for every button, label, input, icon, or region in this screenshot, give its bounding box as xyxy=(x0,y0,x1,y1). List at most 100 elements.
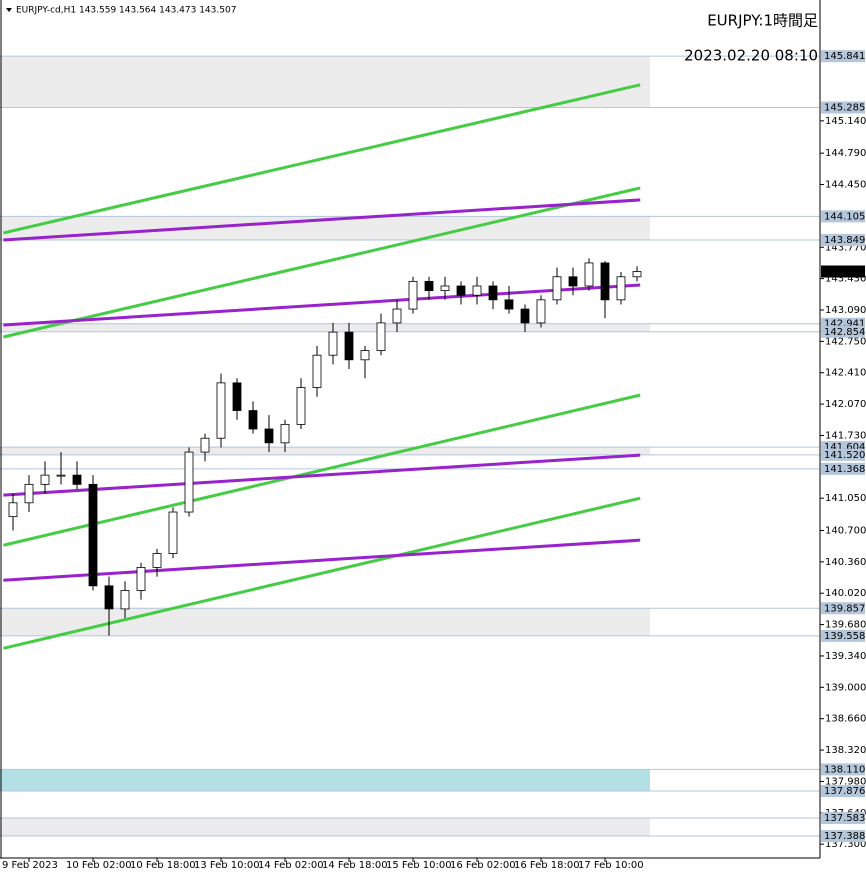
level-label: 139.857 xyxy=(824,603,865,614)
y-tick-label: 144.450 xyxy=(825,180,866,191)
y-tick-label: 141.730 xyxy=(825,430,866,441)
level-label: 142.854 xyxy=(824,327,865,338)
body xyxy=(312,354,322,388)
body xyxy=(536,299,546,324)
trendline xyxy=(3,283,641,327)
y-tick-label: 139.340 xyxy=(825,651,866,662)
y-tick-label: 143.090 xyxy=(825,305,866,316)
body xyxy=(88,483,98,587)
x-tick-label: 9 Feb 2023 xyxy=(2,860,58,871)
x-tick-label: 14 Feb 18:00 xyxy=(322,860,388,871)
body xyxy=(600,262,610,301)
y-tick-label: 138.320 xyxy=(825,745,866,756)
level-tag xyxy=(821,50,865,63)
zone xyxy=(0,769,650,792)
y-tick-label: 144.790 xyxy=(825,148,866,159)
body xyxy=(136,566,146,591)
x-tick-label: 10 Feb 18:00 xyxy=(130,860,196,871)
y-tick-label: 140.020 xyxy=(825,588,866,599)
body xyxy=(184,451,194,513)
x-tick-label: 17 Feb 10:00 xyxy=(578,860,644,871)
last-price: 143.507 xyxy=(824,267,865,278)
body xyxy=(584,262,594,287)
zone xyxy=(0,608,650,636)
body xyxy=(632,271,642,278)
menu-arrow[interactable] xyxy=(6,8,12,12)
level-label: 137.583 xyxy=(824,813,865,824)
x-tick-label: 14 Feb 02:00 xyxy=(258,860,324,871)
body xyxy=(424,280,434,292)
body xyxy=(552,276,562,301)
x-tick-label: 16 Feb 18:00 xyxy=(514,860,580,871)
x-tick-label: 13 Feb 10:00 xyxy=(194,860,260,871)
level-label: 141.520 xyxy=(824,450,865,461)
level-tag xyxy=(821,462,865,475)
body xyxy=(56,474,66,477)
body xyxy=(104,585,114,610)
trendline xyxy=(3,186,641,339)
y-tick-label: 142.750 xyxy=(825,336,866,347)
body xyxy=(232,382,242,411)
body xyxy=(168,511,178,554)
body xyxy=(360,350,370,361)
level-tag xyxy=(821,101,865,114)
y-tick-label: 143.770 xyxy=(825,242,866,253)
level-tag xyxy=(821,830,865,843)
y-tick-label: 142.410 xyxy=(825,368,866,379)
body xyxy=(472,285,482,296)
level-label: 141.604 xyxy=(824,442,865,453)
level-label: 145.841 xyxy=(824,51,865,62)
body xyxy=(8,502,18,518)
body xyxy=(376,322,386,351)
level-label: 145.285 xyxy=(824,102,865,113)
body xyxy=(152,553,162,568)
body xyxy=(296,387,306,425)
body xyxy=(344,331,354,361)
body xyxy=(520,308,530,324)
level-tag xyxy=(821,210,865,223)
level-tag xyxy=(821,785,865,798)
y-tick-label: 140.700 xyxy=(825,525,866,536)
trendline xyxy=(3,83,641,235)
level-label: 138.110 xyxy=(824,764,865,775)
chart-subtitle: 2023.02.20 08:10 xyxy=(684,47,818,65)
candles xyxy=(8,258,642,636)
body xyxy=(24,483,34,504)
trendline xyxy=(3,453,641,497)
y-tick-label: 139.680 xyxy=(825,620,866,631)
y-tick-label: 137.300 xyxy=(825,839,866,850)
chart-title: EURJPY:1時間足 xyxy=(707,12,818,30)
body xyxy=(568,276,578,287)
zone xyxy=(0,818,650,837)
body xyxy=(120,590,130,610)
body xyxy=(408,280,418,310)
y-tick-label: 143.430 xyxy=(825,274,866,285)
level-label: 141.368 xyxy=(824,464,865,475)
trendline xyxy=(3,393,641,547)
body xyxy=(248,410,258,430)
level-label: 137.388 xyxy=(824,831,865,842)
last-price-tag xyxy=(821,265,865,278)
x-tick-label: 16 Feb 02:00 xyxy=(450,860,516,871)
level-tag xyxy=(821,763,865,776)
body xyxy=(616,276,626,301)
body xyxy=(200,437,210,453)
y-tick-label: 142.070 xyxy=(825,399,866,410)
body xyxy=(392,308,402,324)
level-tag xyxy=(821,233,865,246)
y-tick-label: 145.140 xyxy=(825,116,866,127)
zone xyxy=(0,323,650,332)
body xyxy=(328,331,338,356)
body xyxy=(456,285,466,296)
y-tick-label: 140.360 xyxy=(825,557,866,568)
trendline xyxy=(3,198,641,242)
header: EURJPY-cd,H1 143.559 143.564 143.473 143… xyxy=(16,6,236,16)
level-label: 144.105 xyxy=(824,211,865,222)
body xyxy=(40,474,50,485)
level-label: 143.849 xyxy=(824,235,865,246)
body xyxy=(280,423,290,444)
zone xyxy=(0,56,650,108)
level-tag xyxy=(821,602,865,615)
